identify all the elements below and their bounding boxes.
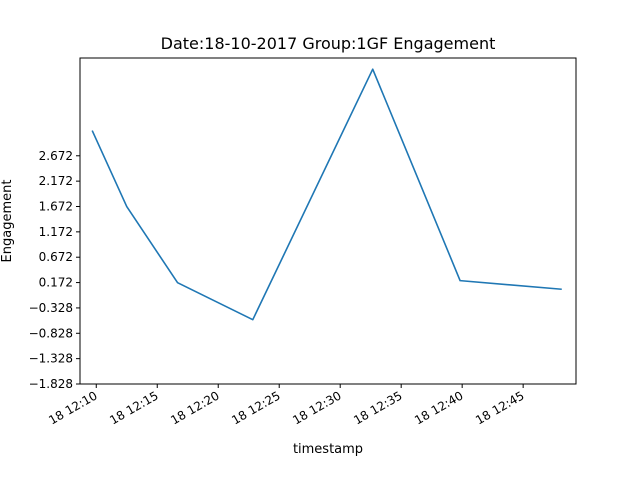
y-tick-label: 1.172 — [39, 225, 73, 239]
y-tick-label: 0.672 — [39, 250, 73, 264]
y-tick-label: −0.328 — [29, 301, 73, 315]
data-point — [372, 69, 373, 70]
data-point — [92, 130, 93, 131]
x-tick-label: 18 12:25 — [229, 388, 282, 427]
y-tick-label: −1.828 — [29, 377, 73, 391]
data-point — [252, 319, 253, 320]
series-group — [91, 68, 562, 321]
y-axis: −1.828 −1.328 −0.828 −0.328 0.172 0.672 1.172 1… — [29, 149, 80, 391]
x-tick-label: 18 12:45 — [473, 388, 526, 427]
x-tick-label: 18 12:20 — [168, 388, 221, 427]
chart-title: Date:18-10-2017 Group:1GF Engagement — [161, 34, 496, 53]
data-point — [177, 282, 178, 283]
data-point — [561, 289, 562, 290]
y-tick-label: 2.172 — [39, 174, 73, 188]
y-tick-label: 0.172 — [39, 276, 73, 290]
x-tick-label: 18 12:30 — [290, 388, 343, 427]
y-axis-label: Engagement — [0, 180, 15, 263]
data-point — [460, 280, 461, 281]
x-tick-label: 18 12:35 — [351, 388, 404, 427]
x-tick-label: 18 12:40 — [412, 388, 465, 427]
x-tick-label: 18 12:10 — [46, 388, 99, 427]
y-tick-label: 2.672 — [39, 149, 73, 163]
data-point — [126, 206, 127, 207]
x-tick-label: 18 12:15 — [107, 388, 160, 427]
y-tick-label: −1.328 — [29, 352, 73, 366]
plot-area — [79, 57, 577, 385]
y-tick-label: −0.828 — [29, 326, 73, 340]
series-line — [91, 68, 562, 321]
x-axis-label: timestamp — [293, 442, 363, 457]
y-tick-label: 1.672 — [39, 199, 73, 213]
x-axis: 18 12:10 18 12:15 18 12:20 18 12:25 18 12:30… — [46, 384, 527, 427]
